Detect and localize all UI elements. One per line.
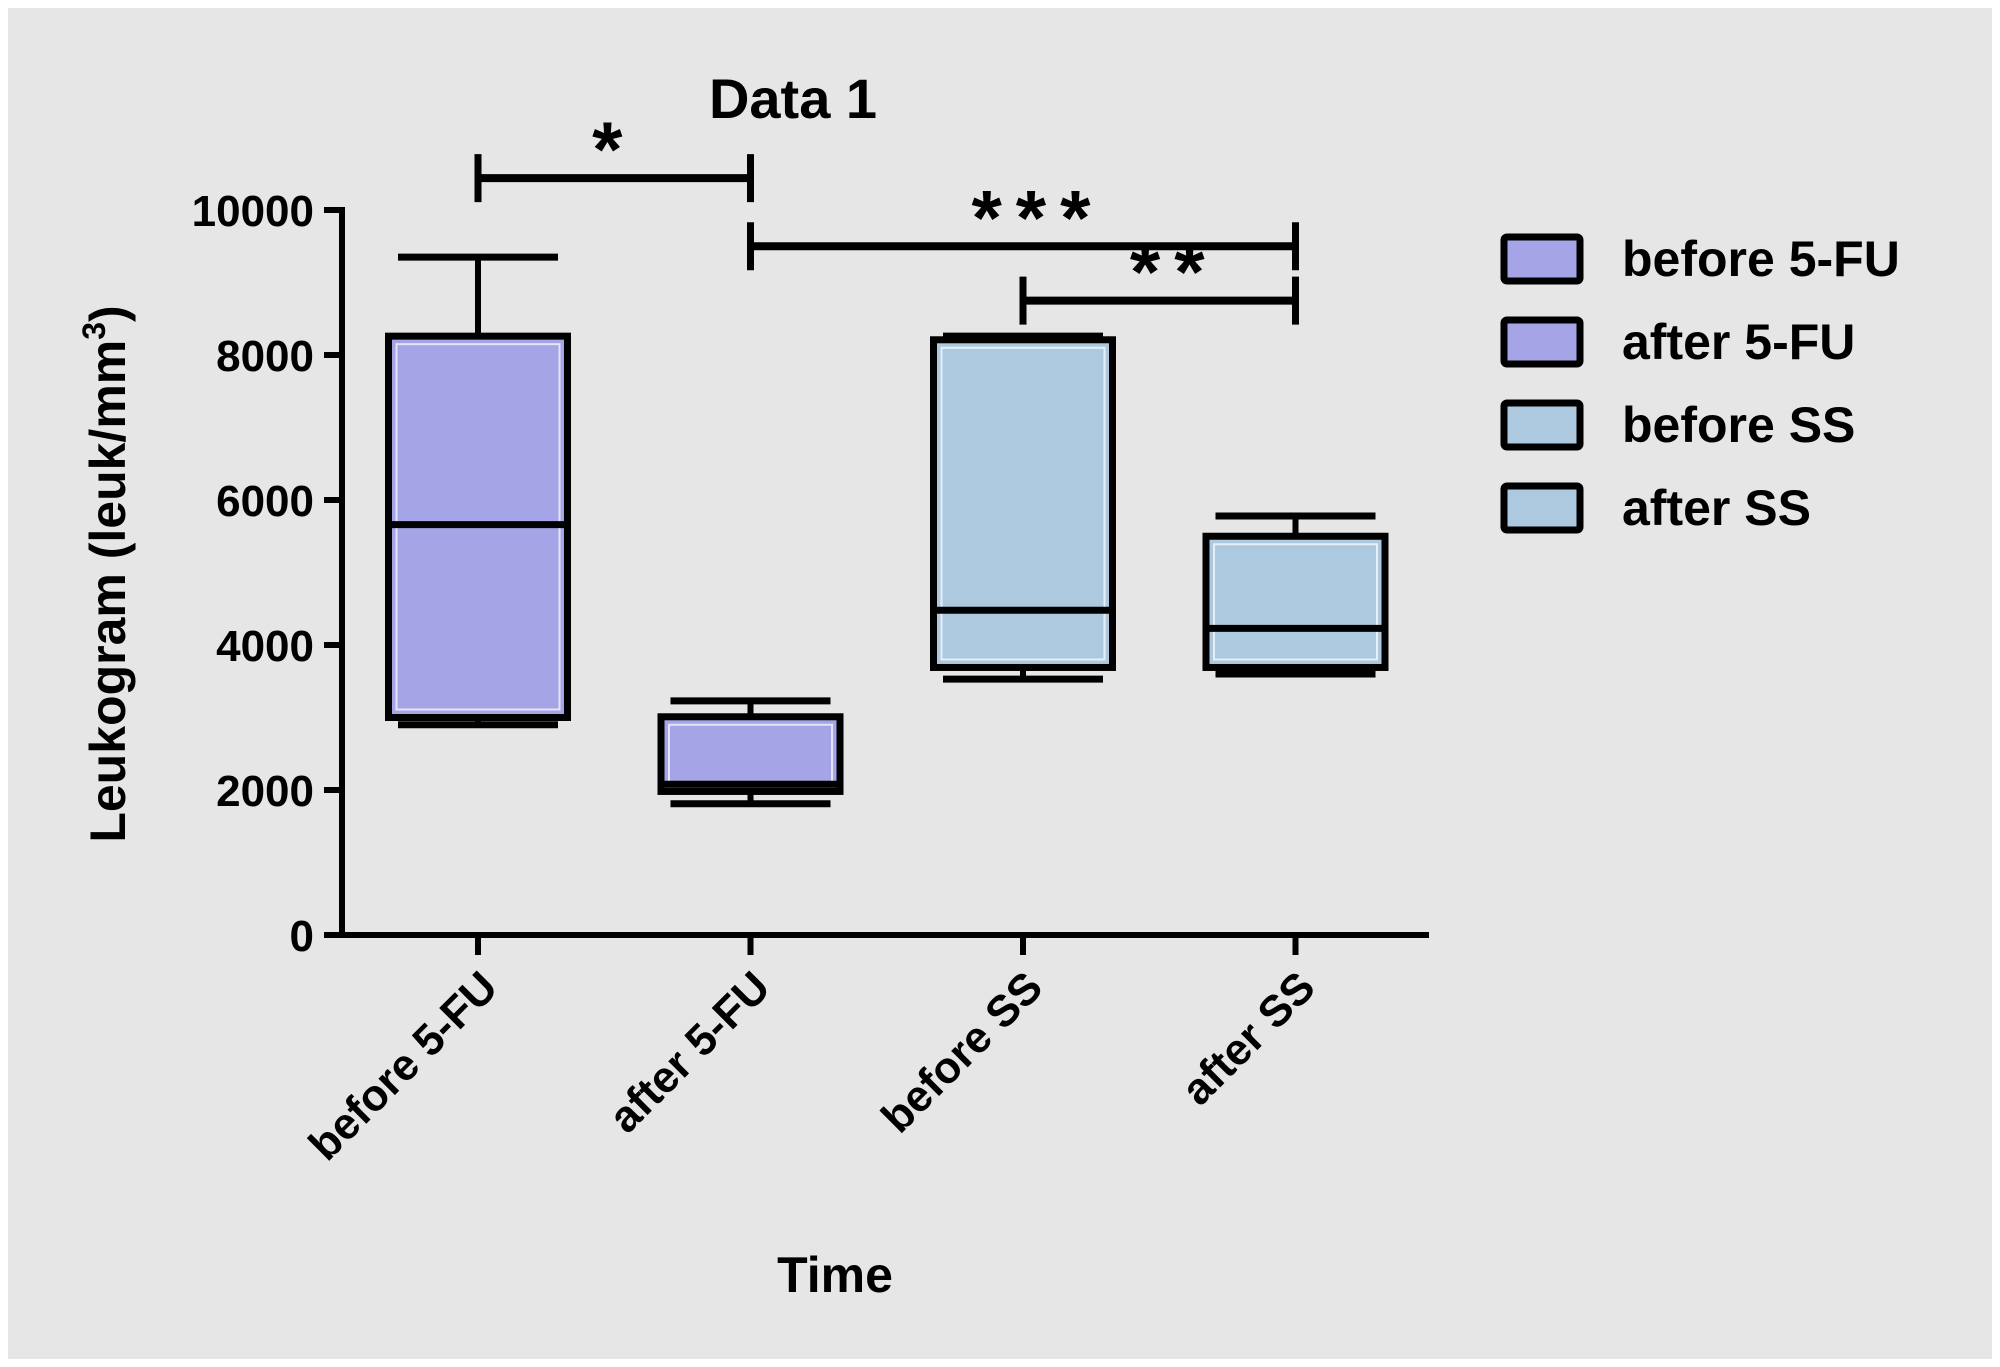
box-1 bbox=[385, 253, 571, 729]
box-iqr bbox=[930, 336, 1116, 671]
legend-item: before SS bbox=[1500, 397, 1855, 453]
box-3 bbox=[930, 332, 1116, 683]
x-tick-label: after SS bbox=[1172, 962, 1324, 1114]
x-tick-label: before 5-FU bbox=[300, 962, 508, 1170]
significance-label: ** bbox=[1130, 228, 1219, 316]
y-axis-label-text: Leukogram (leuk/mm bbox=[80, 340, 136, 843]
box-2 bbox=[657, 697, 844, 808]
legend-swatch bbox=[1500, 399, 1584, 451]
legend-label: before 5-FU bbox=[1622, 231, 1900, 287]
y-tick-label: 4000 bbox=[216, 622, 314, 671]
boxes bbox=[385, 253, 1389, 808]
significance-bracket: *** bbox=[747, 173, 1299, 271]
significance-label: * bbox=[592, 105, 636, 193]
box-inner-highlight bbox=[1213, 543, 1378, 661]
significance-brackets: ****** bbox=[474, 105, 1299, 325]
x-tick-label: after 5-FU bbox=[600, 962, 780, 1142]
legend-item: after SS bbox=[1500, 480, 1811, 536]
legend: before 5-FU after 5-FU before SS after SS bbox=[1500, 231, 1900, 536]
box-4 bbox=[1202, 512, 1389, 678]
legend-label: after SS bbox=[1622, 480, 1811, 536]
box-iqr bbox=[657, 713, 844, 795]
y-axis-label-close: ) bbox=[80, 305, 136, 322]
significance-label: *** bbox=[971, 173, 1104, 261]
y-axis-label: Leukogram (leuk/mm3) bbox=[76, 305, 136, 842]
significance-bracket: ** bbox=[1019, 228, 1299, 325]
legend-label: before SS bbox=[1622, 397, 1855, 453]
x-axis-label: Time bbox=[777, 1247, 893, 1303]
x-tick-label: before SS bbox=[872, 962, 1052, 1142]
significance-bracket: * bbox=[474, 105, 754, 203]
y-axis-label-superscript: 3 bbox=[76, 322, 112, 340]
box-iqr bbox=[1202, 532, 1389, 671]
box-inner-highlight bbox=[940, 346, 1106, 661]
y-tick-label: 8000 bbox=[216, 332, 314, 381]
chart-title: Data 1 bbox=[709, 67, 877, 130]
legend-item: before 5-FU bbox=[1500, 231, 1900, 287]
legend-label: after 5-FU bbox=[1622, 314, 1855, 370]
legend-swatch bbox=[1500, 482, 1584, 534]
y-tick-label: 10000 bbox=[192, 187, 314, 236]
legend-swatch bbox=[1500, 233, 1584, 285]
legend-item: after 5-FU bbox=[1500, 314, 1855, 370]
axes: 0 2000 4000 6000 8000 10000 before 5-FU after 5… bbox=[192, 187, 1429, 1170]
plot-background bbox=[8, 8, 1992, 1359]
y-tick-label: 0 bbox=[290, 912, 314, 961]
y-tick-label: 2000 bbox=[216, 767, 314, 816]
legend-swatch bbox=[1500, 316, 1584, 368]
y-tick-label: 6000 bbox=[216, 477, 314, 526]
